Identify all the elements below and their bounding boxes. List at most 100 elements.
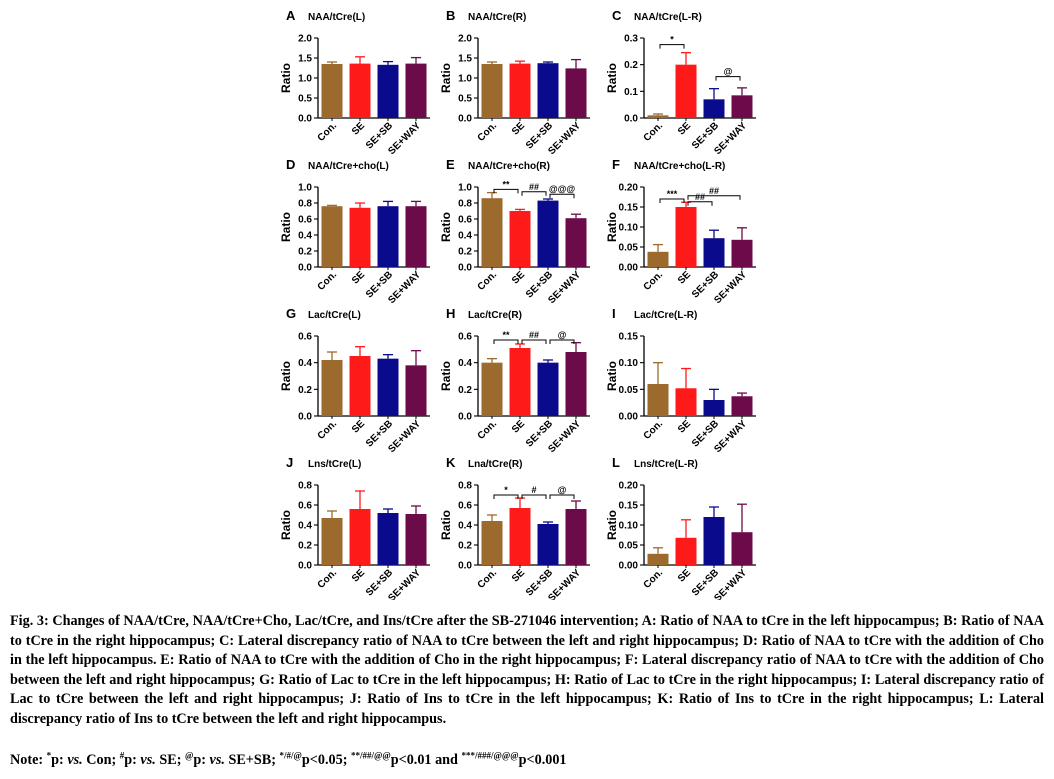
y-tick-label-a: 0.0 <box>298 114 312 125</box>
significance-label-c: * <box>670 35 674 45</box>
y-tick-label-g: 0.6 <box>298 332 312 343</box>
bar-f <box>731 239 753 267</box>
y-tick-label-b: 1.0 <box>458 74 472 85</box>
significance-label-k: * <box>504 485 508 495</box>
y-axis-label-j: Ratio <box>279 510 293 540</box>
panel-letter-f: F <box>612 157 620 172</box>
bar-b <box>481 64 503 118</box>
bar-j <box>405 514 427 565</box>
y-tick-label-a: 1.0 <box>298 74 312 85</box>
bar-g <box>405 365 427 416</box>
x-tick-label-l: SE <box>676 567 693 584</box>
panel-title-e: NAA/tCre+cho(R) <box>468 161 550 172</box>
bar-f <box>647 251 669 267</box>
y-tick-label-i: 0.00 <box>619 412 639 423</box>
panel-title-f: NAA/tCre+cho(L-R) <box>634 161 725 172</box>
panel-letter-j: J <box>286 455 293 470</box>
panel-letter-c: C <box>612 8 622 23</box>
x-tick-label-j: Con. <box>316 567 340 591</box>
significance-label-f: ## <box>695 192 705 202</box>
panel-title-b: NAA/tCre(R) <box>468 12 526 23</box>
panel-letter-d: D <box>286 157 295 172</box>
x-tick-label-b: SE <box>510 120 527 137</box>
significance-bracket-h <box>493 339 519 344</box>
panel-letter-h: H <box>446 306 455 321</box>
x-tick-label-d: Con. <box>316 269 340 293</box>
bar-d <box>349 207 371 267</box>
y-tick-label-k: 0.6 <box>458 501 472 512</box>
panel-title-j: Lns/tCre(L) <box>308 459 361 470</box>
x-tick-label-a: Con. <box>316 120 340 144</box>
y-axis-label-g: Ratio <box>279 361 293 391</box>
significance-label-h: @ <box>558 330 567 340</box>
significance-bracket-k <box>493 494 519 499</box>
x-tick-label-c: Con. <box>642 120 666 144</box>
y-tick-label-b: 0.5 <box>458 94 472 105</box>
x-tick-label-k: SE <box>510 567 527 584</box>
significance-label-k: @ <box>558 485 567 495</box>
bar-j <box>377 513 399 565</box>
bar-i <box>647 384 669 416</box>
bar-h <box>509 348 531 416</box>
bar-k <box>481 521 503 565</box>
x-tick-label-d: SE <box>350 269 367 286</box>
bar-b <box>509 63 531 118</box>
panel-title-h: Lac/tCre(R) <box>468 310 522 321</box>
significance-label-f: ## <box>709 186 719 196</box>
bar-g <box>321 360 343 416</box>
y-tick-label-i: 0.15 <box>619 332 639 343</box>
panel-l: L Lns/tCre(L-R) Ratio 0.00 0.05 0.10 0.15 0.20 C… <box>605 455 756 600</box>
y-tick-label-j: 0.0 <box>298 561 312 572</box>
panel-letter-e: E <box>446 157 455 172</box>
y-tick-label-j: 0.4 <box>298 521 312 532</box>
panel-letter-i: I <box>612 306 616 321</box>
bar-a <box>321 64 343 118</box>
panel-title-a: NAA/tCre(L) <box>308 12 365 23</box>
bar-e <box>481 198 503 267</box>
y-tick-label-e: 0.6 <box>458 215 472 226</box>
panel-title-g: Lac/tCre(L) <box>308 310 361 321</box>
bar-g <box>349 356 371 416</box>
panel-i: I Lac/tCre(L-R) Ratio 0.00 0.05 0.10 0.15 Con. S… <box>605 306 756 455</box>
y-axis-label-b: Ratio <box>439 63 453 93</box>
x-tick-label-k: Con. <box>476 567 500 591</box>
y-tick-label-e: 1.0 <box>458 183 472 194</box>
significance-label-e: ** <box>502 179 510 189</box>
y-tick-label-l: 0.00 <box>619 561 639 572</box>
x-tick-label-c: SE <box>676 120 693 137</box>
bar-i <box>703 400 725 416</box>
y-tick-label-e: 0.8 <box>458 199 472 210</box>
bar-h <box>481 362 503 416</box>
bar-k <box>537 524 559 565</box>
panel-d: D NAA/tCre+cho(L) Ratio 0.0 0.2 0.4 0.6 0.8 1.0 C… <box>279 157 430 306</box>
y-tick-label-f: 0.00 <box>619 263 639 274</box>
y-axis-label-c: Ratio <box>605 63 619 93</box>
x-tick-label-h: Con. <box>476 418 500 442</box>
bar-i <box>731 396 753 416</box>
significance-bracket-f <box>687 195 741 200</box>
figure-caption: Fig. 3: Changes of NAA/tCre, NAA/tCre+Ch… <box>10 613 1044 727</box>
figure-panels: A NAA/tCre(L) Ratio 0.0 0.5 1.0 1.5 2.0 Con. SE SE… <box>279 8 756 600</box>
significance-bracket-e <box>521 191 547 196</box>
bar-h <box>565 352 587 416</box>
y-tick-label-c: 0.0 <box>624 114 638 125</box>
panel-title-d: NAA/tCre+cho(L) <box>308 161 389 172</box>
bar-l <box>675 537 697 565</box>
y-tick-label-d: 0.4 <box>298 231 312 242</box>
y-tick-label-a: 2.0 <box>298 34 312 45</box>
y-tick-label-j: 0.6 <box>298 501 312 512</box>
y-tick-label-e: 0.2 <box>458 247 472 258</box>
panel-letter-l: L <box>612 455 620 470</box>
bar-b <box>565 68 587 118</box>
significance-bracket-e <box>493 188 519 194</box>
y-tick-label-e: 0.4 <box>458 231 472 242</box>
y-tick-label-l: 0.05 <box>619 541 639 552</box>
y-axis-label-i: Ratio <box>605 361 619 391</box>
y-tick-label-i: 0.10 <box>619 358 639 369</box>
x-tick-label-b: Con. <box>476 120 500 144</box>
x-tick-label-j: SE <box>350 567 367 584</box>
y-tick-label-k: 0.2 <box>458 541 472 552</box>
